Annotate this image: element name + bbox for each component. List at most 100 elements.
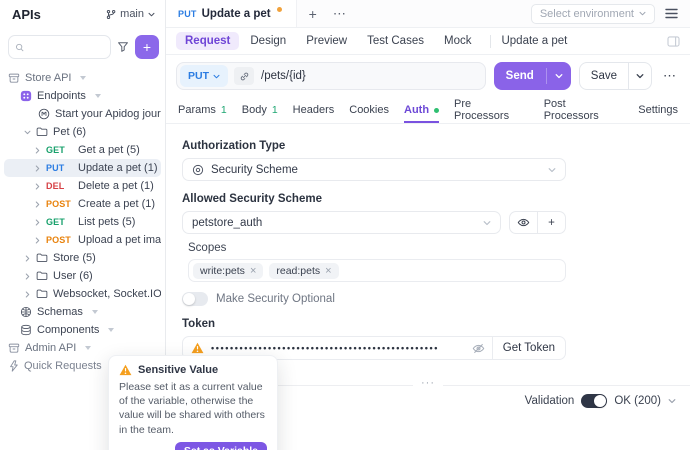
- branch-name: main: [120, 8, 144, 20]
- tab-headers[interactable]: Headers: [293, 97, 335, 123]
- add-api-button[interactable]: +: [135, 35, 159, 59]
- method-select[interactable]: PUT: [180, 65, 228, 87]
- sidebar-item-get-a-pet[interactable]: GET Get a pet (5): [4, 141, 161, 159]
- popover-body: Please set it as a current value of the …: [119, 381, 265, 436]
- tab-pre-processors[interactable]: Pre Processors: [454, 97, 529, 123]
- request-bar: PUT /pets/{id} Send Save: [166, 55, 690, 97]
- tab-label: Headers: [292, 104, 335, 116]
- set-as-variable-button[interactable]: Set as Variable: [174, 441, 267, 450]
- validation-bar: Validation OK (200): [525, 394, 676, 408]
- tab-post-processors[interactable]: Post Processors: [544, 97, 624, 123]
- sidebar-folder-store[interactable]: Store (5): [4, 249, 161, 267]
- chevron-down-icon[interactable]: [547, 72, 571, 80]
- search-box[interactable]: [8, 35, 111, 59]
- layout-panel-icon[interactable]: [667, 35, 680, 47]
- scope-tag-label: write:pets: [200, 264, 245, 277]
- endpoints-icon: [20, 90, 32, 102]
- divider: [628, 63, 629, 89]
- chevron-right-icon: [34, 201, 41, 208]
- top-bar: APIs main PUT Update a pet + ⋯ Select en…: [0, 0, 690, 28]
- sidebar-folder-user[interactable]: User (6): [4, 267, 161, 285]
- tree-item-label: Websocket, Socket.IO ... (9): [53, 288, 161, 300]
- tab-label: Pre Processors: [454, 98, 510, 122]
- authorization-type-select[interactable]: Security Scheme: [182, 158, 566, 181]
- sidebar-item-upload-a-pet-image[interactable]: POST Upload a pet image (1): [4, 231, 161, 249]
- security-scheme-select[interactable]: petstore_auth: [182, 211, 501, 234]
- tree-item-label: Start your Apidog journey: [55, 108, 161, 120]
- new-tab-button[interactable]: +: [308, 5, 317, 22]
- caret-down-icon: [91, 310, 98, 314]
- tree-item-label: Create a pet (1): [78, 198, 156, 210]
- make-security-optional-toggle[interactable]: [182, 292, 208, 306]
- tab-mock[interactable]: Mock: [443, 35, 472, 47]
- endpoint-title: Update a pet: [501, 35, 568, 47]
- sidebar-item-delete-a-pet[interactable]: DEL Delete a pet (1): [4, 177, 161, 195]
- tree-item-label: Delete a pet (1): [78, 180, 154, 192]
- sidebar-item-create-a-pet[interactable]: POST Create a pet (1): [4, 195, 161, 213]
- hamburger-menu-icon[interactable]: [665, 8, 678, 19]
- sidebar-item-apidog-journey[interactable]: Start your Apidog journey: [4, 105, 161, 123]
- response-area: ··· Validation OK (200): [166, 377, 690, 450]
- api-tree: Store API Endpoints Start your Apidog jo…: [0, 65, 165, 450]
- base-url-link-icon[interactable]: [234, 67, 254, 85]
- markdown-doc-icon: [38, 108, 50, 120]
- auth-panel: Authorization Type Security Scheme Allow…: [166, 124, 690, 385]
- sidebar-item-store-api[interactable]: Store API: [4, 69, 161, 87]
- request-more-button[interactable]: ⋯: [663, 68, 677, 83]
- save-options-chevron[interactable]: [629, 72, 651, 80]
- sidebar-item-admin-api[interactable]: Admin API: [4, 339, 161, 357]
- doc-tab-update-a-pet[interactable]: PUT Update a pet: [166, 0, 297, 27]
- tab-more-button[interactable]: ⋯: [332, 5, 347, 21]
- search-icon: [16, 43, 24, 51]
- sidebar-folder-pet[interactable]: Pet (6): [4, 123, 161, 141]
- branch-selector[interactable]: main: [106, 8, 155, 20]
- search-input[interactable]: [28, 41, 104, 53]
- chevron-down-icon[interactable]: [668, 397, 676, 405]
- scopes-input[interactable]: write:pets × read:pets ×: [188, 259, 566, 282]
- sidebar-folder-websocket[interactable]: Websocket, Socket.IO ... (9): [4, 285, 161, 303]
- environment-select[interactable]: Select environment: [530, 3, 655, 24]
- tab-auth[interactable]: Auth: [404, 97, 440, 123]
- add-scheme-button[interactable]: +: [548, 216, 555, 229]
- tab-body[interactable]: Body 1: [242, 97, 278, 123]
- sidebar-item-list-pets[interactable]: GET List pets (5): [4, 213, 161, 231]
- folder-icon: [36, 270, 48, 282]
- sidebar-item-components[interactable]: Components: [4, 321, 161, 339]
- security-scheme-icon: [192, 164, 204, 175]
- scopes-section: Scopes write:pets × read:pets ×: [188, 242, 566, 282]
- popover-title: Sensitive Value: [138, 364, 219, 376]
- main-panel: Request Design Preview Test Cases Mock U…: [166, 28, 690, 450]
- save-button[interactable]: Save: [590, 70, 617, 82]
- remove-scope-icon[interactable]: ×: [249, 264, 257, 277]
- tree-item-label: Components: [37, 324, 100, 336]
- sidebar-item-endpoints[interactable]: Endpoints: [4, 87, 161, 105]
- sidebar-item-update-a-pet[interactable]: PUT Update a pet (1): [4, 159, 161, 177]
- tab-design[interactable]: Design: [250, 35, 287, 47]
- tree-item-label: Get a pet (5): [78, 144, 140, 156]
- authorization-type-label: Authorization Type: [182, 140, 286, 152]
- validation-toggle[interactable]: [581, 394, 608, 408]
- response-drag-handle[interactable]: ···: [413, 377, 443, 389]
- remove-scope-icon[interactable]: ×: [325, 264, 332, 277]
- eye-off-icon[interactable]: [472, 342, 485, 355]
- sidebar-item-schemas[interactable]: Schemas: [4, 303, 161, 321]
- environment-select-label: Select environment: [539, 7, 634, 20]
- send-button[interactable]: Send: [493, 62, 571, 90]
- doc-tab-title: Update a pet: [201, 7, 271, 20]
- view-scheme-button[interactable]: [510, 212, 537, 233]
- tab-settings[interactable]: Settings: [638, 97, 678, 123]
- get-token-button[interactable]: Get Token: [491, 337, 565, 359]
- tab-test-cases[interactable]: Test Cases: [367, 35, 424, 47]
- tab-request[interactable]: Request: [176, 32, 240, 50]
- params-count-badge: 1: [220, 104, 227, 116]
- tree-item-label: User (6): [53, 270, 93, 282]
- tab-params[interactable]: Params 1: [178, 97, 227, 123]
- tab-cookies[interactable]: Cookies: [349, 97, 389, 123]
- url-input[interactable]: PUT /pets/{id}: [176, 62, 486, 90]
- tab-label: Post Processors: [543, 98, 599, 122]
- tab-label: Settings: [638, 104, 678, 116]
- filter-icon[interactable]: [117, 41, 129, 53]
- chevron-down-icon: [213, 74, 220, 78]
- tab-preview[interactable]: Preview: [306, 35, 348, 47]
- token-label: Token: [182, 318, 216, 330]
